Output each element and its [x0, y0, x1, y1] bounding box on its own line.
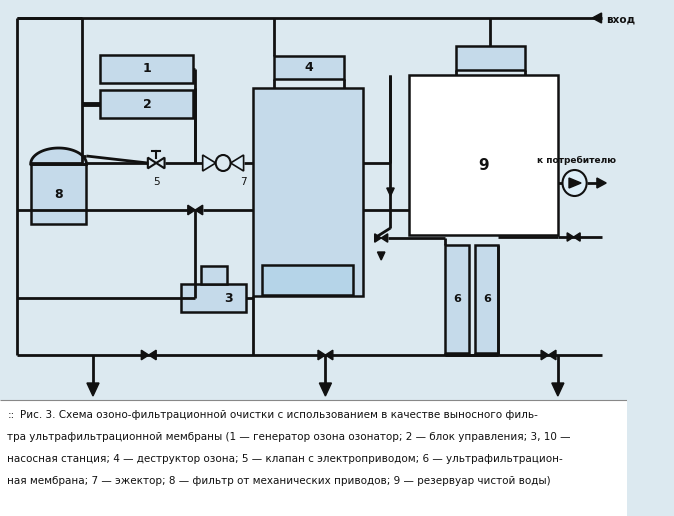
Text: 6: 6 — [453, 294, 461, 304]
Polygon shape — [149, 350, 156, 360]
Polygon shape — [377, 252, 385, 260]
Polygon shape — [567, 233, 574, 241]
Polygon shape — [597, 178, 606, 188]
Text: 4: 4 — [305, 61, 313, 74]
Text: 8: 8 — [55, 187, 63, 201]
Polygon shape — [326, 350, 333, 360]
Text: ::: :: — [7, 410, 15, 420]
Polygon shape — [592, 13, 602, 23]
Polygon shape — [387, 188, 394, 196]
Polygon shape — [375, 234, 381, 242]
Polygon shape — [549, 350, 556, 360]
Bar — [262, 265, 353, 295]
Circle shape — [563, 170, 586, 196]
Text: 5: 5 — [153, 177, 160, 187]
Polygon shape — [318, 350, 326, 360]
Bar — [274, 56, 344, 79]
Text: 3: 3 — [224, 292, 233, 304]
Text: 6: 6 — [483, 294, 491, 304]
Polygon shape — [574, 233, 580, 241]
Bar — [475, 245, 498, 353]
Text: ная мембрана; 7 — эжектор; 8 — фильтр от механических приводов; 9 — резервуар чи: ная мембрана; 7 — эжектор; 8 — фильтр от… — [7, 476, 551, 486]
Text: вход: вход — [606, 14, 636, 24]
Bar — [201, 266, 227, 284]
Text: 1: 1 — [142, 62, 151, 75]
Polygon shape — [231, 155, 243, 171]
Bar — [181, 284, 247, 312]
Polygon shape — [142, 350, 149, 360]
Polygon shape — [188, 205, 195, 215]
Bar — [100, 55, 193, 83]
Text: 2: 2 — [142, 98, 151, 110]
Polygon shape — [381, 234, 388, 242]
Text: насосная станция; 4 — деструктор озона; 5 — клапан с электроприводом; 6 — ультра: насосная станция; 4 — деструктор озона; … — [7, 454, 563, 464]
Bar — [409, 75, 558, 235]
Bar — [0, 400, 627, 516]
Polygon shape — [87, 383, 99, 396]
Polygon shape — [195, 205, 203, 215]
Bar — [446, 245, 468, 353]
Bar — [253, 88, 363, 296]
Polygon shape — [319, 383, 332, 396]
Polygon shape — [569, 178, 581, 188]
Polygon shape — [203, 155, 216, 171]
Text: 9: 9 — [478, 157, 489, 172]
Bar — [100, 90, 193, 118]
Text: к потребителю: к потребителю — [537, 156, 616, 165]
Polygon shape — [31, 148, 86, 164]
Text: тра ультрафильтрационной мембраны (1 — генератор озона озонатор; 2 — блок управл: тра ультрафильтрационной мембраны (1 — г… — [7, 432, 571, 442]
Polygon shape — [552, 383, 564, 396]
Text: 7: 7 — [241, 177, 247, 187]
Polygon shape — [541, 350, 549, 360]
Bar — [31, 164, 86, 224]
Bar — [456, 46, 525, 70]
Text: Рис. 3. Схема озоно-фильтрационной очистки с использованием в качестве выносного: Рис. 3. Схема озоно-фильтрационной очист… — [20, 410, 539, 420]
